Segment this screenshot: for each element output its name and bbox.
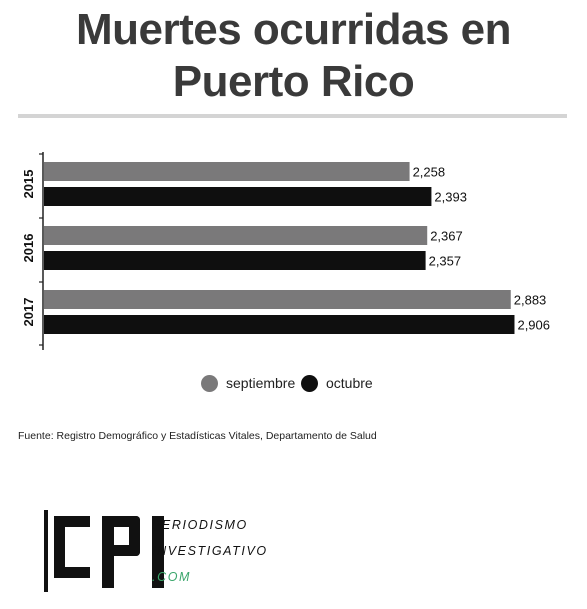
logo-text-line-3: .COM	[152, 570, 192, 584]
chart-title: Muertes ocurridas en Puerto Rico	[0, 4, 587, 108]
logo-letter-c	[54, 516, 90, 578]
bar-chart: 2015 2,258 2,393 2016 2,367 2,357 2017 2,883 2,9…	[21, 152, 550, 350]
bar-septiembre-2017	[44, 290, 511, 309]
logo-edge-bar	[44, 510, 48, 592]
legend-label-septiembre: septiembre	[226, 375, 296, 391]
legend-item-octubre: octubre	[301, 372, 373, 394]
legend-swatch-septiembre	[201, 374, 218, 392]
legend: septiembre octubre	[0, 372, 587, 394]
bar-octubre-2015	[44, 187, 432, 206]
logo-letter-p-bowl	[110, 516, 140, 556]
bar-octubre-2016	[44, 251, 426, 270]
legend-item-septiembre: septiembre	[201, 372, 295, 394]
logo-letter-p-stem	[102, 516, 114, 588]
category-label-2015: 2015	[21, 170, 36, 199]
bar-septiembre-2015	[44, 162, 410, 181]
data-label-octubre-2016: 2,357	[429, 254, 462, 269]
logo-text-line-2: INVESTIGATIVO	[152, 544, 268, 558]
bar-septiembre-2016	[44, 226, 428, 245]
title-line-2: Puerto Rico	[172, 57, 415, 106]
title-divider	[18, 114, 567, 118]
data-label-octubre-2017: 2,906	[517, 318, 550, 333]
logo-text-line-1: PERIODISMO	[152, 518, 248, 532]
data-label-octubre-2015: 2,393	[434, 190, 467, 205]
legend-swatch-octubre	[301, 374, 318, 392]
data-label-septiembre-2015: 2,258	[413, 165, 446, 180]
category-label-2016: 2016	[21, 234, 36, 263]
data-label-septiembre-2016: 2,367	[430, 229, 463, 244]
source-note: Fuente: Registro Demográfico y Estadísti…	[18, 430, 377, 442]
bar-octubre-2017	[44, 315, 515, 334]
logo-letter-i	[152, 516, 164, 588]
data-label-septiembre-2017: 2,883	[514, 293, 547, 308]
category-label-2017: 2017	[21, 298, 36, 327]
title-line-1: Muertes ocurridas en	[75, 5, 512, 54]
cpi-logo: PERIODISMO INVESTIGATIVO .COM	[44, 508, 274, 594]
legend-label-octubre: octubre	[326, 375, 373, 391]
